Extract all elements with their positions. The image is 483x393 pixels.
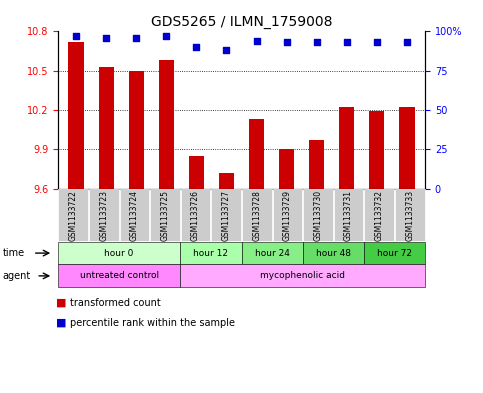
Point [343,39,351,46]
Title: GDS5265 / ILMN_1759008: GDS5265 / ILMN_1759008 [151,15,332,29]
Text: hour 48: hour 48 [316,249,351,257]
Point [132,35,140,41]
Text: ■: ■ [56,298,66,308]
Text: mycophenolic acid: mycophenolic acid [260,272,345,280]
Point [403,39,411,46]
Point [223,47,230,53]
Text: GSM1133727: GSM1133727 [222,190,231,241]
Bar [339,107,355,189]
Text: time: time [2,248,25,258]
Text: GSM1133729: GSM1133729 [283,190,292,241]
Text: ■: ■ [56,318,66,328]
Bar [69,42,84,189]
Point [283,39,290,46]
Point [193,44,200,50]
Text: untreated control: untreated control [80,272,159,280]
Text: hour 0: hour 0 [104,249,134,257]
Bar [128,71,144,189]
Text: GSM1133728: GSM1133728 [252,190,261,241]
Text: hour 12: hour 12 [193,249,228,257]
Text: hour 24: hour 24 [255,249,289,257]
Bar [189,156,204,189]
Text: GSM1133732: GSM1133732 [375,190,384,241]
Text: GSM1133731: GSM1133731 [344,190,353,241]
Text: GSM1133733: GSM1133733 [405,189,414,241]
Bar [279,149,294,189]
Bar [99,67,114,189]
Text: transformed count: transformed count [70,298,161,308]
Bar [249,119,264,189]
Point [373,39,381,46]
Bar [309,140,324,189]
Point [102,35,110,41]
Bar [159,60,174,189]
Bar [369,111,384,189]
Point [313,39,321,46]
Text: agent: agent [2,271,30,281]
Point [162,33,170,39]
Text: GSM1133724: GSM1133724 [130,190,139,241]
Point [72,33,80,39]
Text: hour 72: hour 72 [377,249,412,257]
Text: GSM1133730: GSM1133730 [313,189,323,241]
Text: GSM1133723: GSM1133723 [99,190,108,241]
Bar [399,107,414,189]
Text: GSM1133722: GSM1133722 [69,190,78,241]
Bar [219,173,234,189]
Text: GSM1133725: GSM1133725 [160,190,170,241]
Text: GSM1133726: GSM1133726 [191,190,200,241]
Text: percentile rank within the sample: percentile rank within the sample [70,318,235,328]
Point [253,38,260,44]
